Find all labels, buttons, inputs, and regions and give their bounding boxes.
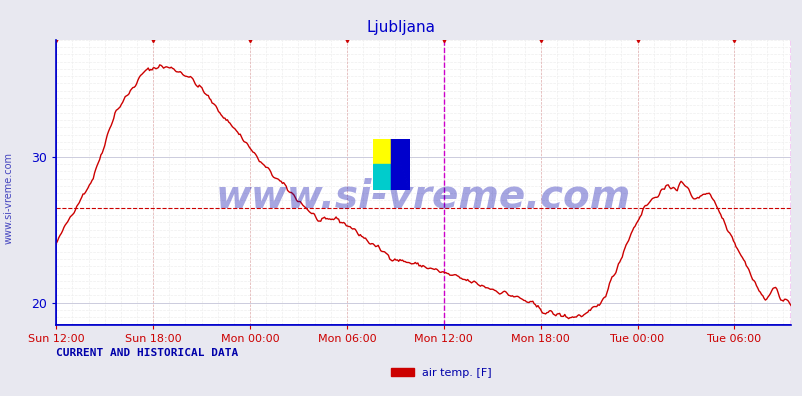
Text: www.si-vreme.com: www.si-vreme.com xyxy=(4,152,14,244)
Legend: air temp. [F]: air temp. [F] xyxy=(387,364,496,383)
Text: Ljubljana: Ljubljana xyxy=(367,20,435,35)
Polygon shape xyxy=(391,139,409,190)
Text: CURRENT AND HISTORICAL DATA: CURRENT AND HISTORICAL DATA xyxy=(56,348,238,358)
Text: www.si-vreme.com: www.si-vreme.com xyxy=(216,177,630,215)
Polygon shape xyxy=(391,139,409,190)
Polygon shape xyxy=(373,139,391,164)
Polygon shape xyxy=(373,164,391,190)
